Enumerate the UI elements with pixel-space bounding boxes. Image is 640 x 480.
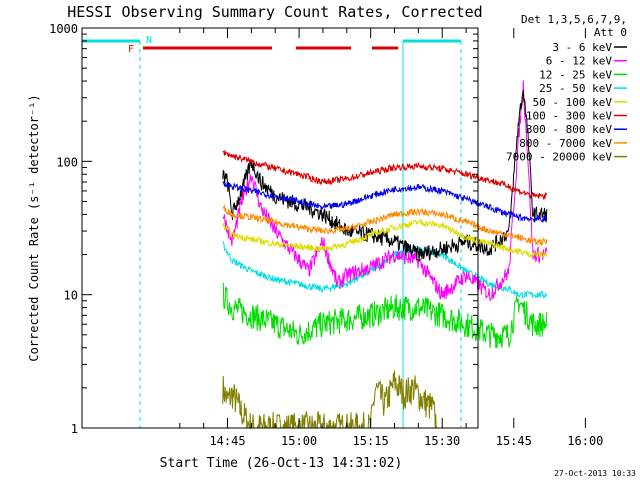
legend-label: 300 - 800 keV xyxy=(526,123,612,136)
legend-label: 50 - 100 keV xyxy=(533,96,613,109)
plot-frame xyxy=(81,27,479,429)
legend-header-line-1: Det 1,3,5,6,7,9, xyxy=(521,13,627,26)
legend-label: 25 - 50 keV xyxy=(539,82,612,95)
legend-label: 100 - 300 keV xyxy=(526,110,612,123)
series-line xyxy=(222,89,548,262)
legend-label: 800 - 7000 keV xyxy=(519,137,612,150)
y-tick-label: 1 xyxy=(71,422,78,436)
y-tick-label: 1000 xyxy=(49,22,78,36)
series-line xyxy=(222,150,548,200)
series-line xyxy=(222,218,548,259)
x-tick-label: 15:00 xyxy=(281,434,317,448)
y-tick-label: 100 xyxy=(56,155,78,169)
y-tick-label: 10 xyxy=(64,289,78,303)
x-tick-label: 15:45 xyxy=(496,434,532,448)
x-tick-label: 14:45 xyxy=(209,434,245,448)
series-line xyxy=(222,282,548,349)
legend-label: 7000 - 20000 keV xyxy=(506,151,612,164)
series-line xyxy=(222,370,437,430)
legend-label: 3 - 6 keV xyxy=(552,41,612,54)
footer-timestamp: 27-Oct-2013 10:33 xyxy=(554,469,636,478)
series-line xyxy=(222,80,548,301)
flag-label-f: F xyxy=(128,44,134,55)
legend-header-line-2: Att 0 xyxy=(594,26,627,39)
x-tick-label: 15:30 xyxy=(424,434,460,448)
series-line xyxy=(222,181,548,223)
series-line xyxy=(222,204,548,247)
series-line xyxy=(222,241,548,299)
y-axis-label: Corrected Count Rate (s⁻¹ detector⁻¹) xyxy=(27,94,41,361)
legend-label: 6 - 12 keV xyxy=(546,55,613,68)
flag-label-n: N xyxy=(146,35,152,46)
chart-title: HESSI Observing Summary Count Rates, Cor… xyxy=(67,3,482,21)
legend-label: 12 - 25 keV xyxy=(539,68,612,81)
x-axis-label: Start Time (26-Oct-13 14:31:02) xyxy=(160,456,403,471)
x-tick-label: 16:00 xyxy=(567,434,603,448)
x-tick-label: 15:15 xyxy=(353,434,389,448)
